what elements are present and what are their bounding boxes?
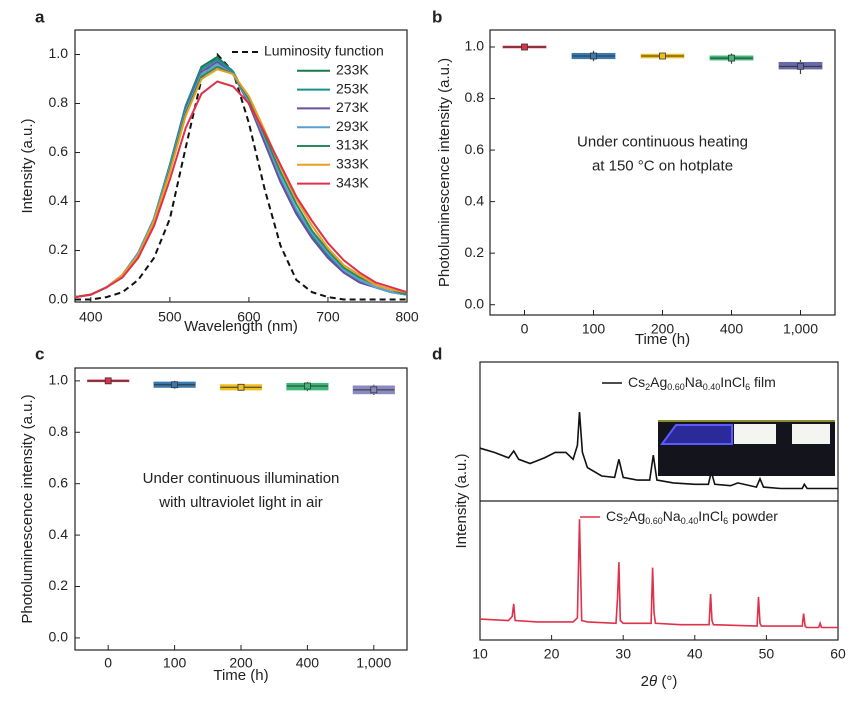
mean-marker: [171, 381, 179, 389]
x-tick-label: 0: [104, 655, 112, 671]
x-tick-label: 100: [582, 321, 606, 337]
mean-marker: [521, 43, 528, 51]
x-tick-label: 200: [229, 655, 253, 671]
x-tick-label: 200: [651, 321, 675, 337]
annotation: Under continuous illumination: [143, 470, 340, 487]
y-axis-label: Intensity (a.u.): [19, 118, 36, 213]
panel-label: a: [35, 7, 45, 26]
mean-marker: [590, 52, 597, 60]
line-series: [479, 519, 838, 629]
x-tick-label: 50: [759, 646, 775, 662]
x-tick-label: 800: [395, 309, 419, 325]
y-tick-label: 1.0: [49, 372, 69, 388]
annotation: with ultraviolet light in air: [158, 494, 322, 511]
y-tick-label: 0.2: [49, 241, 69, 257]
y-tick-label: 0.2: [49, 577, 69, 593]
x-tick-label: 30: [615, 646, 631, 662]
x-tick-label: 400: [296, 655, 320, 671]
mean-marker: [797, 62, 804, 70]
x-tick-label: 40: [687, 646, 703, 662]
y-tick-label: 0.6: [465, 141, 485, 157]
plot-frame: [74, 29, 408, 303]
mean-marker: [370, 386, 378, 394]
annotation: Under continuous heating: [577, 133, 748, 150]
y-axis-label: Photoluminescence intensity (a.u.): [436, 58, 453, 287]
panel-label: d: [432, 344, 442, 363]
y-tick-label: 0.0: [49, 290, 69, 306]
y-tick-label: 0.6: [49, 143, 69, 159]
mean-marker: [237, 383, 245, 391]
legend-label: Cs2Ag0.60Na0.40InCl6 powder: [606, 508, 778, 527]
x-tick-label: 0: [521, 321, 529, 337]
x-tick-label: 400: [720, 321, 744, 337]
legend-label: 343K: [336, 174, 369, 190]
x-axis-label: Time (h): [213, 667, 268, 684]
y-tick-label: 0.8: [465, 89, 485, 105]
x-axis-label: 2θ (°): [641, 673, 678, 690]
annotation: at 150 °C on hotplate: [592, 157, 733, 174]
legend-label: Luminosity function: [264, 43, 384, 59]
y-tick-label: 0.4: [49, 526, 69, 542]
x-tick-label: 600: [237, 309, 261, 325]
y-tick-label: 0.0: [49, 629, 69, 645]
y-tick-label: 0.4: [465, 192, 485, 208]
y-tick-label: 0.2: [465, 244, 485, 260]
line-series: [74, 68, 408, 299]
panel-label: b: [432, 7, 442, 26]
mean-marker: [728, 54, 735, 62]
mean-marker: [104, 377, 112, 385]
legend-label: 313K: [336, 137, 369, 153]
y-axis-label: Intensity (a.u.): [453, 453, 470, 548]
inset-photo: [658, 420, 835, 476]
legend-label: 333K: [336, 156, 369, 172]
x-tick-label: 1,000: [783, 321, 818, 337]
x-tick-label: 10: [472, 646, 488, 662]
x-tick-label: 700: [316, 309, 340, 325]
y-axis-label: Photoluminescence intensity (a.u.): [19, 394, 36, 623]
x-tick-label: 1,000: [356, 655, 391, 671]
legend-label: 233K: [336, 62, 369, 78]
legend-label: Cs2Ag0.60Na0.40InCl6 film: [628, 374, 776, 393]
legend-label: 293K: [336, 118, 369, 134]
x-axis-label: Time (h): [635, 331, 690, 348]
x-tick-label: 20: [544, 646, 560, 662]
y-tick-label: 0.8: [49, 423, 69, 439]
x-axis-label: Wavelength (nm): [184, 318, 298, 335]
y-tick-label: 0.8: [49, 94, 69, 110]
x-tick-label: 100: [163, 655, 187, 671]
line-series: [479, 411, 838, 490]
legend-label: 253K: [336, 80, 369, 96]
y-tick-label: 0.6: [49, 474, 69, 490]
line-series: [75, 52, 407, 301]
y-tick-label: 1.0: [465, 38, 485, 54]
mean-marker: [303, 382, 311, 390]
legend-label: 273K: [336, 99, 369, 115]
line-series: [74, 80, 408, 299]
y-tick-label: 0.0: [465, 295, 485, 311]
x-tick-label: 500: [158, 309, 182, 325]
y-tick-label: 1.0: [49, 45, 69, 61]
mean-marker: [659, 52, 666, 60]
y-tick-label: 0.4: [49, 192, 69, 208]
panel-label: c: [35, 344, 44, 363]
x-tick-label: 400: [79, 309, 103, 325]
x-tick-label: 60: [830, 646, 846, 662]
